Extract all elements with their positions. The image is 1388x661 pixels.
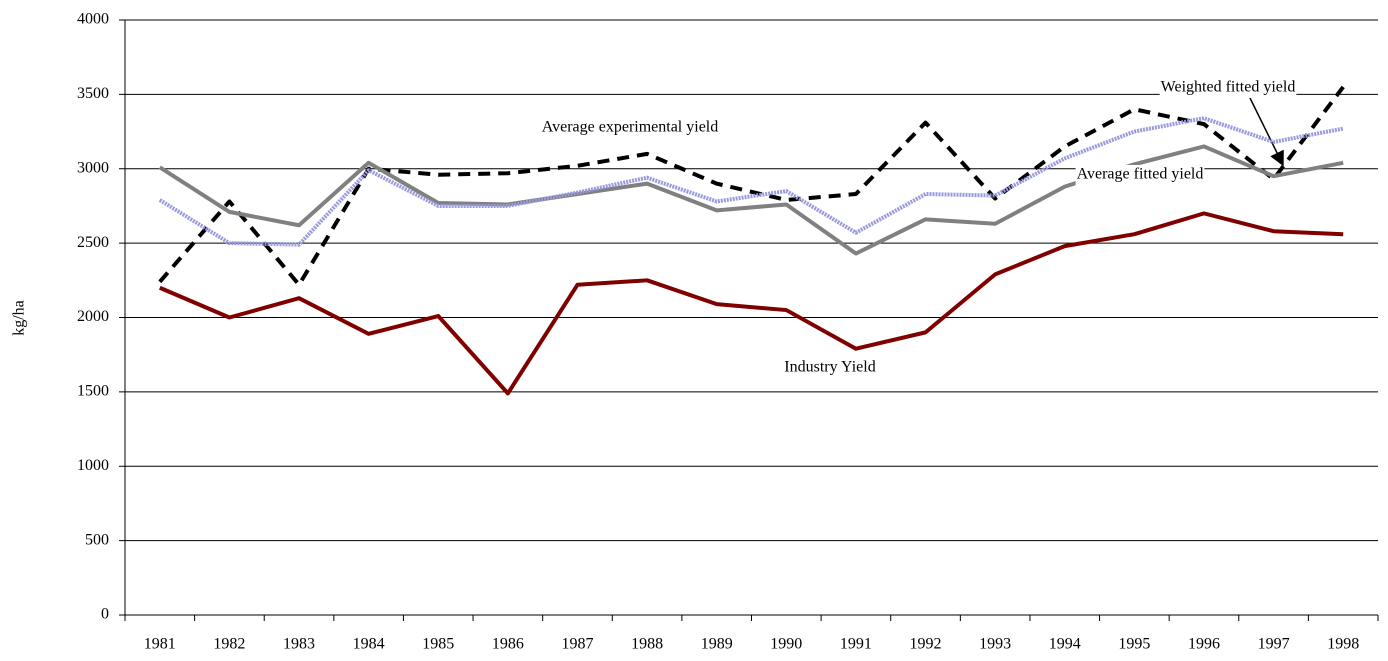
y-tick-label: 500 — [85, 531, 109, 548]
x-tick-label: 1991 — [840, 636, 872, 653]
x-tick-label: 1987 — [561, 636, 593, 653]
series-line — [158, 116, 1344, 247]
y-axis-label: kg/ha — [11, 300, 28, 336]
series-label: Industry Yield — [784, 359, 875, 376]
x-tick-label: 1998 — [1327, 636, 1359, 653]
series-line — [158, 144, 1344, 256]
series-label: Weighted fitted yield — [1161, 79, 1296, 96]
x-tick-label: 1984 — [353, 636, 385, 653]
x-tick-label: 1988 — [631, 636, 663, 653]
y-tick-label: 3500 — [77, 85, 109, 102]
x-tick-label: 1994 — [1049, 636, 1081, 653]
x-tick-label: 1985 — [422, 636, 454, 653]
x-tick-label: 1995 — [1118, 636, 1150, 653]
series-line — [159, 211, 1344, 396]
x-tick-label: 1981 — [144, 636, 176, 653]
x-tick-label: 1982 — [213, 636, 245, 653]
series-line — [158, 85, 1345, 287]
series-label: Average fitted yield — [1077, 166, 1204, 183]
y-tick-label: 1000 — [77, 457, 109, 474]
y-tick-label: 0 — [101, 606, 109, 623]
y-tick-label: 2500 — [77, 234, 109, 251]
y-tick-label: 2000 — [77, 308, 109, 325]
y-tick-label: 3000 — [77, 159, 109, 176]
series-label: Average experimental yield — [542, 119, 719, 136]
y-tick-label: 4000 — [77, 11, 109, 28]
label-background — [540, 118, 720, 138]
label-background — [783, 358, 877, 378]
annotation-arrow — [1249, 97, 1284, 167]
x-tick-label: 1996 — [1188, 636, 1220, 653]
label-background — [1159, 78, 1297, 98]
x-tick-label: 1993 — [979, 636, 1011, 653]
x-tick-label: 1983 — [283, 636, 315, 653]
x-tick-label: 1990 — [770, 636, 802, 653]
y-tick-label: 1500 — [77, 383, 109, 400]
x-tick-label: 1986 — [492, 636, 524, 653]
x-tick-label: 1992 — [910, 636, 942, 653]
label-background — [1075, 165, 1205, 185]
x-tick-label: 1997 — [1258, 636, 1290, 653]
x-tick-label: 1989 — [701, 636, 733, 653]
